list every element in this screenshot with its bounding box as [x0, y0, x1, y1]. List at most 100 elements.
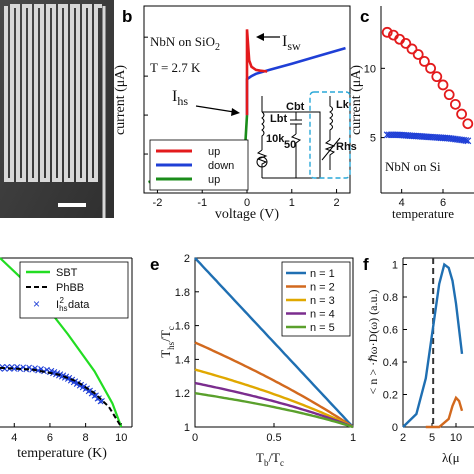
panel-letter-f: f: [363, 255, 369, 274]
panel-b-legend: up down up: [149, 139, 249, 191]
panel-letter-b: b: [122, 7, 132, 26]
panel-c-sw-point: [449, 98, 461, 110]
panel-d-legend: SBT PhBB × Ihs2 data: [19, 261, 129, 319]
panel-f-xtick-label: 10: [450, 432, 462, 444]
legend-label-phbb: PhBB: [56, 282, 84, 294]
panel-letter-e: e: [150, 255, 159, 274]
panel-e-xtick-label: 1: [350, 432, 356, 444]
panel-e-ytick-label: 1.6: [175, 321, 190, 333]
panel-b-title-line2: T = 2.7 K: [150, 60, 201, 75]
isw-arrow-head: [256, 33, 264, 41]
panel-c-sw-point: [437, 79, 449, 91]
panel-e-xlabel: Tb/Tc: [256, 450, 284, 468]
panel-b-xlabel: voltage (V): [215, 207, 279, 222]
panel-e-series-n5: [194, 392, 354, 429]
panel-c-sw-point: [462, 118, 474, 130]
panel-f-ytick-label: 0.8: [383, 292, 398, 304]
panel-f-series-blue: [402, 262, 464, 428]
panel-b-xtick-label: -2: [153, 197, 163, 209]
panel-c-sw-point: [381, 26, 393, 38]
panel-e-ytick-label: 2: [184, 253, 190, 265]
panel-e-hotspot-temperature: 0 0.5 1 1 1.2 1.4 1.6 1.8 2 n = 1 n = 2n = 3 n = 4…: [158, 253, 356, 468]
panel-d-data-point: [97, 398, 104, 405]
ihs-arrow-head: [231, 108, 240, 116]
panel-f-ytick-label: 0.6: [383, 325, 398, 337]
legend-label-n5: n = 5: [310, 322, 335, 334]
panel-b-iv-curve: -2 -1 0 1 2 NbN on SiO2 T = 2.7 K Isw Ihs Lb…: [113, 5, 357, 222]
panel-e-xtick-label: 0.5: [266, 432, 281, 444]
panel-f-xtick-label: 5: [429, 432, 435, 444]
panel-e-ytick-label: 1: [184, 422, 190, 434]
panel-e-legend: n = 1 n = 2n = 3 n = 4n = 5: [281, 261, 351, 337]
panel-d-data-point: [35, 367, 41, 374]
panel-b-ylabel: current (μA): [113, 65, 128, 135]
panel-c-xlabel: temperature: [392, 206, 454, 221]
panel-e-ylabel: Ths/Tc: [158, 326, 176, 358]
panel-d-hotspot-current: 4 6 8 10 SBT PhBB × Ihs2 data temperature (K…: [0, 257, 133, 461]
panel-f-ytick-label: 0.4: [383, 357, 398, 369]
panel-c-hs-point: [462, 137, 470, 144]
panel-c-ytick-label: 5: [370, 133, 376, 145]
panel-c-xtick-label: 4: [399, 197, 405, 209]
panel-f-ytick-label: 0: [392, 422, 398, 434]
legend-label-data: Ihs2 data: [56, 296, 90, 313]
panel-d-data-point: [11, 365, 18, 372]
circuit-inset: [256, 91, 351, 179]
panel-letter-c: c: [360, 7, 369, 26]
panel-c-hs-point: [464, 137, 472, 145]
panel-c-sw-point: [418, 56, 430, 67]
panel-b-ihs-label: Ihs: [172, 88, 188, 108]
panel-c-sw-point: [406, 43, 418, 55]
panel-e-ytick-label: 1.8: [175, 287, 190, 299]
legend-label-n2: n = 2: [310, 282, 335, 294]
ihs-arrow: [195, 105, 235, 113]
panel-c-xtick-label: 6: [440, 197, 446, 209]
panel-e-ytick-label: 1.2: [175, 388, 190, 400]
panel-f-series-orange: [425, 395, 464, 429]
legend-label-n4: n = 4: [310, 309, 335, 321]
panel-c-ylabel: current (μA): [349, 65, 364, 135]
circuit-label-cbt: Cbt: [286, 101, 305, 113]
panel-f-ytick-label: 0.2: [383, 390, 398, 402]
legend-marker-data: ×: [33, 297, 40, 311]
panel-f-spectrum: 2 5 10 0 0.2 0.4 0.6 0.8 1 λ(μ < n > ·ℏω·D(ω) (a…: [366, 257, 474, 465]
panel-c-ytick-label: 10: [364, 63, 376, 75]
panel-b-xtick-label: 0: [244, 197, 250, 209]
legend-label-sbt: SBT: [56, 267, 78, 279]
panel-f-xtick-label: 2: [400, 432, 406, 444]
circuit-label-lbt: Lbt: [270, 113, 287, 125]
legend-label-n1: n = 1: [310, 268, 335, 280]
panel-f-ytick-label: 1: [392, 260, 398, 272]
scale-bar: [58, 203, 86, 207]
panel-c-sw-point: [456, 108, 468, 120]
panel-c-temperature-current: 4 6 5 10 NbN on Si temperature current (μA): [349, 6, 474, 221]
panel-d-xtick-label: 4: [11, 432, 17, 444]
panel-e-ytick-label: 1.4: [175, 354, 190, 366]
panel-a-sem-image: [0, 0, 114, 218]
legend-label-down: down: [208, 160, 234, 172]
panel-f-xlabel: λ(μ: [442, 450, 460, 465]
panel-c-sw-point: [400, 38, 412, 49]
circuit-label-rhs: Rhs: [336, 141, 357, 153]
panel-b-isw-label: Isw: [282, 33, 301, 53]
panel-c-sw-point: [412, 49, 424, 60]
legend-label-up: up: [208, 146, 220, 158]
circuit-label-lk: Lk: [336, 99, 350, 111]
panel-d-xtick-label: 8: [83, 432, 89, 444]
panel-b-xtick-label: 1: [289, 197, 295, 209]
panel-f-ylabel: < n > ·ℏω·D(ω) (a.u.): [366, 290, 380, 395]
panel-d-series-phbb: [0, 366, 123, 428]
panel-e-series-n2: [194, 341, 354, 428]
panel-b-series-up: [245, 29, 268, 116]
panel-c-label: NbN on Si: [385, 159, 441, 174]
panel-e-series-n1: [194, 257, 354, 428]
legend-label-up-green: up: [208, 174, 220, 186]
panel-e-series-n4: [194, 381, 354, 429]
legend-label-n3: n = 3: [310, 295, 335, 307]
panel-b-xtick-label: -1: [197, 197, 207, 209]
panel-e-series-n3: [194, 368, 354, 429]
panel-c-sw-point: [425, 62, 437, 74]
circuit-label-50: 50: [284, 139, 296, 151]
panel-d-xtick-label: 6: [47, 432, 53, 444]
